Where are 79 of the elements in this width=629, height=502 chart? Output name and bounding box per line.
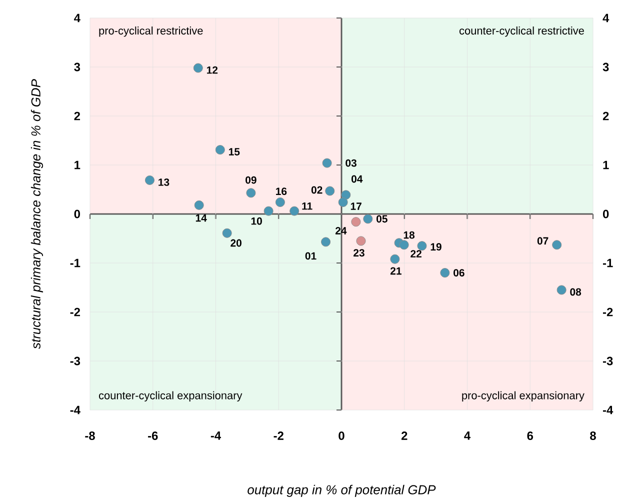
x-tick-label: 2 <box>401 432 408 440</box>
annotation: 18 <box>404 231 415 239</box>
point <box>194 200 204 210</box>
annotation: counter-cyclical expansionary <box>98 391 242 402</box>
y-tick-label: 3 <box>74 62 80 72</box>
point <box>351 217 361 227</box>
y2-tick-label: 1 <box>603 160 609 170</box>
x-tick-label: 0 <box>338 432 344 440</box>
annotation: 14 <box>196 214 207 222</box>
point <box>552 240 562 250</box>
annotation: 01 <box>305 252 316 260</box>
point <box>390 254 400 264</box>
annotation: 08 <box>570 288 582 296</box>
point <box>144 175 154 185</box>
x-tick-label: 8 <box>590 432 596 440</box>
annotation: 21 <box>390 267 402 275</box>
point <box>264 206 274 216</box>
y-axis-title: structural primary balance change in % of GDP <box>30 79 44 349</box>
annotation: 10 <box>251 217 262 225</box>
annotation: 22 <box>410 250 422 258</box>
annotation: 19 <box>430 243 442 251</box>
y2-tick-label: -3 <box>603 356 613 366</box>
annotation: 20 <box>230 239 242 247</box>
y2-tick-label: 4 <box>602 14 610 22</box>
y2-tick-label: 3 <box>602 62 609 72</box>
y-tick-label: -2 <box>70 308 80 316</box>
annotation: 02 <box>311 186 322 194</box>
annotation: 17 <box>350 202 362 210</box>
x-tick-label: 6 <box>527 432 534 440</box>
y-tick-label: 4 <box>74 14 80 22</box>
annotation: 12 <box>206 66 218 74</box>
point <box>322 158 332 168</box>
y2-tick-label: 0 <box>603 210 609 218</box>
x-tick-label: -8 <box>85 432 95 440</box>
y2-tick-label: -1 <box>603 258 613 268</box>
point <box>356 236 366 246</box>
y-tick-label: 2 <box>74 112 80 120</box>
y2-tick-label: -4 <box>603 406 614 414</box>
x-tick-label: -2 <box>274 432 284 440</box>
point <box>193 63 203 73</box>
annotation: 23 <box>354 249 364 257</box>
annotation: 04 <box>352 175 363 183</box>
point <box>215 145 225 155</box>
point <box>399 240 409 250</box>
point <box>290 206 300 216</box>
annotation: 06 <box>454 269 464 277</box>
annotation: 16 <box>276 188 287 196</box>
annotation: pro-cyclical expansionary <box>462 391 584 402</box>
point <box>321 237 331 247</box>
point <box>341 190 351 200</box>
y-tick-label: -1 <box>70 258 80 268</box>
annotation: 07 <box>537 237 548 245</box>
x-tick-label: -6 <box>148 432 158 440</box>
y-tick-label: -3 <box>70 356 80 366</box>
annotation: pro-cyclical restrictive <box>99 26 203 37</box>
y-tick-label: 0 <box>74 210 80 218</box>
annotation: 03 <box>346 159 356 167</box>
y-tick-label: -4 <box>70 406 80 414</box>
x-tick-label: 4 <box>464 432 471 440</box>
annotation: 13 <box>158 178 170 186</box>
point <box>338 197 348 207</box>
point <box>325 186 335 196</box>
point <box>222 228 232 238</box>
point <box>440 268 450 278</box>
annotation: counter-cyclical restrictive <box>460 26 584 37</box>
point <box>275 197 285 207</box>
annotation: 09 <box>246 176 256 184</box>
annotation: 15 <box>229 148 240 156</box>
x-tick-label: -4 <box>210 432 221 440</box>
y2-tick-label: -2 <box>603 308 613 316</box>
point <box>417 241 427 251</box>
x-axis-title: output gap in % of potential GDP <box>248 484 436 497</box>
annotation: 05 <box>376 215 388 223</box>
point <box>363 214 373 224</box>
y2-tick-label: 2 <box>602 112 609 120</box>
point <box>556 285 566 295</box>
annotation: 11 <box>302 202 312 210</box>
y-tick-label: 1 <box>74 160 80 170</box>
point <box>246 188 256 198</box>
